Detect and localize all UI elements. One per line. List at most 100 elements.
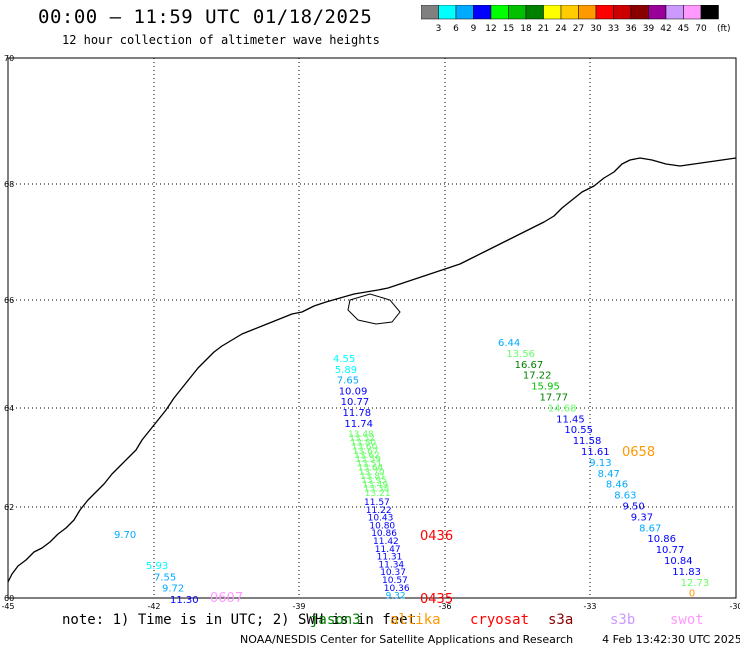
wave-height-label: 12.73	[681, 578, 710, 589]
wave-height-label: 13.56	[506, 349, 535, 360]
wave-height-label: 13.62	[354, 451, 380, 461]
wave-height-label: 13.52	[349, 434, 375, 444]
wave-height-label: 13.48	[348, 430, 374, 440]
wave-height-label: 13.70	[359, 468, 385, 478]
chart-title: 00:00 – 11:59 UTC 01/18/2025	[38, 6, 373, 28]
footer-credit: NOAA/NESDIS Center for Satellite Applica…	[240, 633, 740, 646]
wave-height-label: 11.83	[672, 567, 701, 578]
wave-height-label: 13.67	[353, 447, 379, 457]
wave-height-label: 13.95	[361, 476, 387, 486]
legend-tick-label: 36	[625, 24, 637, 34]
wave-height-label: 13.59	[355, 455, 381, 465]
satellite-legend-item: s3b	[610, 612, 636, 628]
wave-height-label: 9.72	[162, 584, 184, 595]
lon-tick-label: -42	[147, 602, 160, 610]
wave-height-label: 13.64	[358, 464, 384, 474]
wave-height-label: 9.50	[623, 502, 645, 513]
wave-height-label: 11.22	[366, 506, 392, 516]
wave-height-label: 17.22	[523, 371, 552, 382]
wave-height-label: 7.65	[337, 376, 359, 387]
pass-time-label: 0436	[420, 529, 453, 544]
wave-height-label: 11.57	[364, 498, 390, 508]
wave-height-label: 5.93	[146, 561, 168, 572]
satellite-legend-item: s3a	[548, 612, 574, 628]
wave-height-label: 9.37	[631, 512, 653, 523]
credit-text: NOAA/NESDIS Center for Satellite Applica…	[240, 633, 574, 646]
wave-height-label: 10.86	[371, 529, 397, 539]
wave-height-label: 10.77	[341, 397, 370, 408]
wave-height-label: 7.55	[154, 572, 176, 583]
wave-height-label: 11.31	[377, 553, 403, 563]
wave-height-map: -45 -42 -39 -36 -33 -307068666462609.705.937.…	[1, 54, 740, 610]
legend-tick-label: 15	[503, 24, 514, 34]
lat-tick-label: 68	[4, 180, 14, 189]
wave-height-label: 13.60	[352, 443, 378, 453]
lon-tick-label: -33	[583, 602, 596, 610]
coastline	[7, 157, 737, 583]
satellite-legend-item: altika	[390, 612, 441, 628]
wave-height-label: 9.13	[589, 458, 611, 469]
legend-tick-label: 24	[555, 24, 567, 34]
legend-tick-label: 70	[695, 24, 707, 34]
wave-height-label: 10.84	[664, 556, 693, 567]
legend-tick-label: 3	[436, 24, 442, 34]
lat-tick-label: 66	[4, 296, 14, 305]
wave-height-label: 11.42	[373, 537, 399, 547]
legend-tick-label: 33	[608, 24, 619, 34]
lon-tick-label: -30	[729, 602, 740, 610]
pass-time-label: 0607	[210, 591, 243, 606]
lat-tick-label: 62	[4, 503, 14, 512]
wave-height-label: 4.55	[333, 354, 355, 365]
wave-height-label: 11.30	[170, 595, 199, 606]
lon-tick-label: -45	[1, 602, 14, 610]
wave-height-label: 11.45	[556, 414, 585, 425]
wave-height-label: 13.21	[365, 489, 391, 499]
legend-tick-label: 45	[678, 24, 689, 34]
wave-height-label: 15.95	[531, 382, 560, 393]
wave-height-label: 11.61	[581, 447, 610, 458]
legend-tick-label: 30	[590, 24, 602, 34]
wave-height-label: 10.43	[368, 514, 394, 524]
coastline-island	[347, 293, 401, 325]
wave-height-label: 11.78	[343, 408, 372, 419]
lon-tick-label: -36	[438, 602, 451, 610]
wave-height-label: 13.38	[364, 485, 390, 495]
wave-height-label: 16.67	[515, 360, 544, 371]
wave-height-label: 8.46	[606, 480, 628, 491]
legend-tick-label: 18	[520, 24, 532, 34]
wave-height-label: 10.55	[564, 425, 593, 436]
wave-height-label: 8.63	[614, 491, 636, 502]
wave-height-label: 11.34	[378, 560, 404, 570]
legend-tick-label: 21	[538, 24, 549, 34]
legend-tick-label: 6	[453, 24, 459, 34]
lat-tick-label: 70	[4, 54, 14, 63]
legend-unit: (ft)	[717, 24, 731, 34]
map-frame	[7, 57, 737, 599]
wave-height-label: 13.49	[362, 480, 388, 490]
lon-tick-label: -39	[292, 602, 305, 610]
wave-height-label: 13.81	[360, 472, 386, 482]
pass-time-label: 0435	[420, 592, 453, 607]
wave-height-label: 13.80	[350, 438, 376, 448]
wave-height-label: 11.74	[344, 419, 373, 430]
satellite-legend-item: swot	[670, 612, 704, 628]
wave-height-label: 10.57	[382, 576, 408, 586]
color-legend: 3 6 9 12 15 18 21 24 27 30 33 36 39 42 45 70 (ft)	[421, 5, 731, 34]
wave-height-label: 5.89	[335, 365, 357, 376]
wave-height-label: 11.47	[375, 545, 401, 555]
wave-height-label: 10.86	[647, 534, 676, 545]
satellite-legend-item: cryosat	[470, 612, 530, 628]
wave-height-label: 13.51	[356, 459, 382, 469]
chart-subtitle: 12 hour collection of altimeter wave hei…	[62, 33, 380, 47]
legend-tick-label: 12	[485, 24, 496, 34]
wave-height-label: 6.44	[498, 338, 520, 349]
wave-height-label: 10.37	[380, 568, 406, 578]
credit-timestamp: 4 Feb 13:42:30 UTC 2025	[602, 633, 740, 646]
wave-height-label: 10.77	[656, 545, 685, 556]
legend-tick-label: 39	[643, 24, 655, 34]
wave-height-label: 9.70	[114, 530, 136, 541]
wave-height-label: 10.80	[369, 521, 395, 531]
wave-height-label: 14.68	[548, 403, 577, 414]
legend-tick-label: 42	[660, 24, 671, 34]
legend-swatch	[700, 5, 719, 20]
